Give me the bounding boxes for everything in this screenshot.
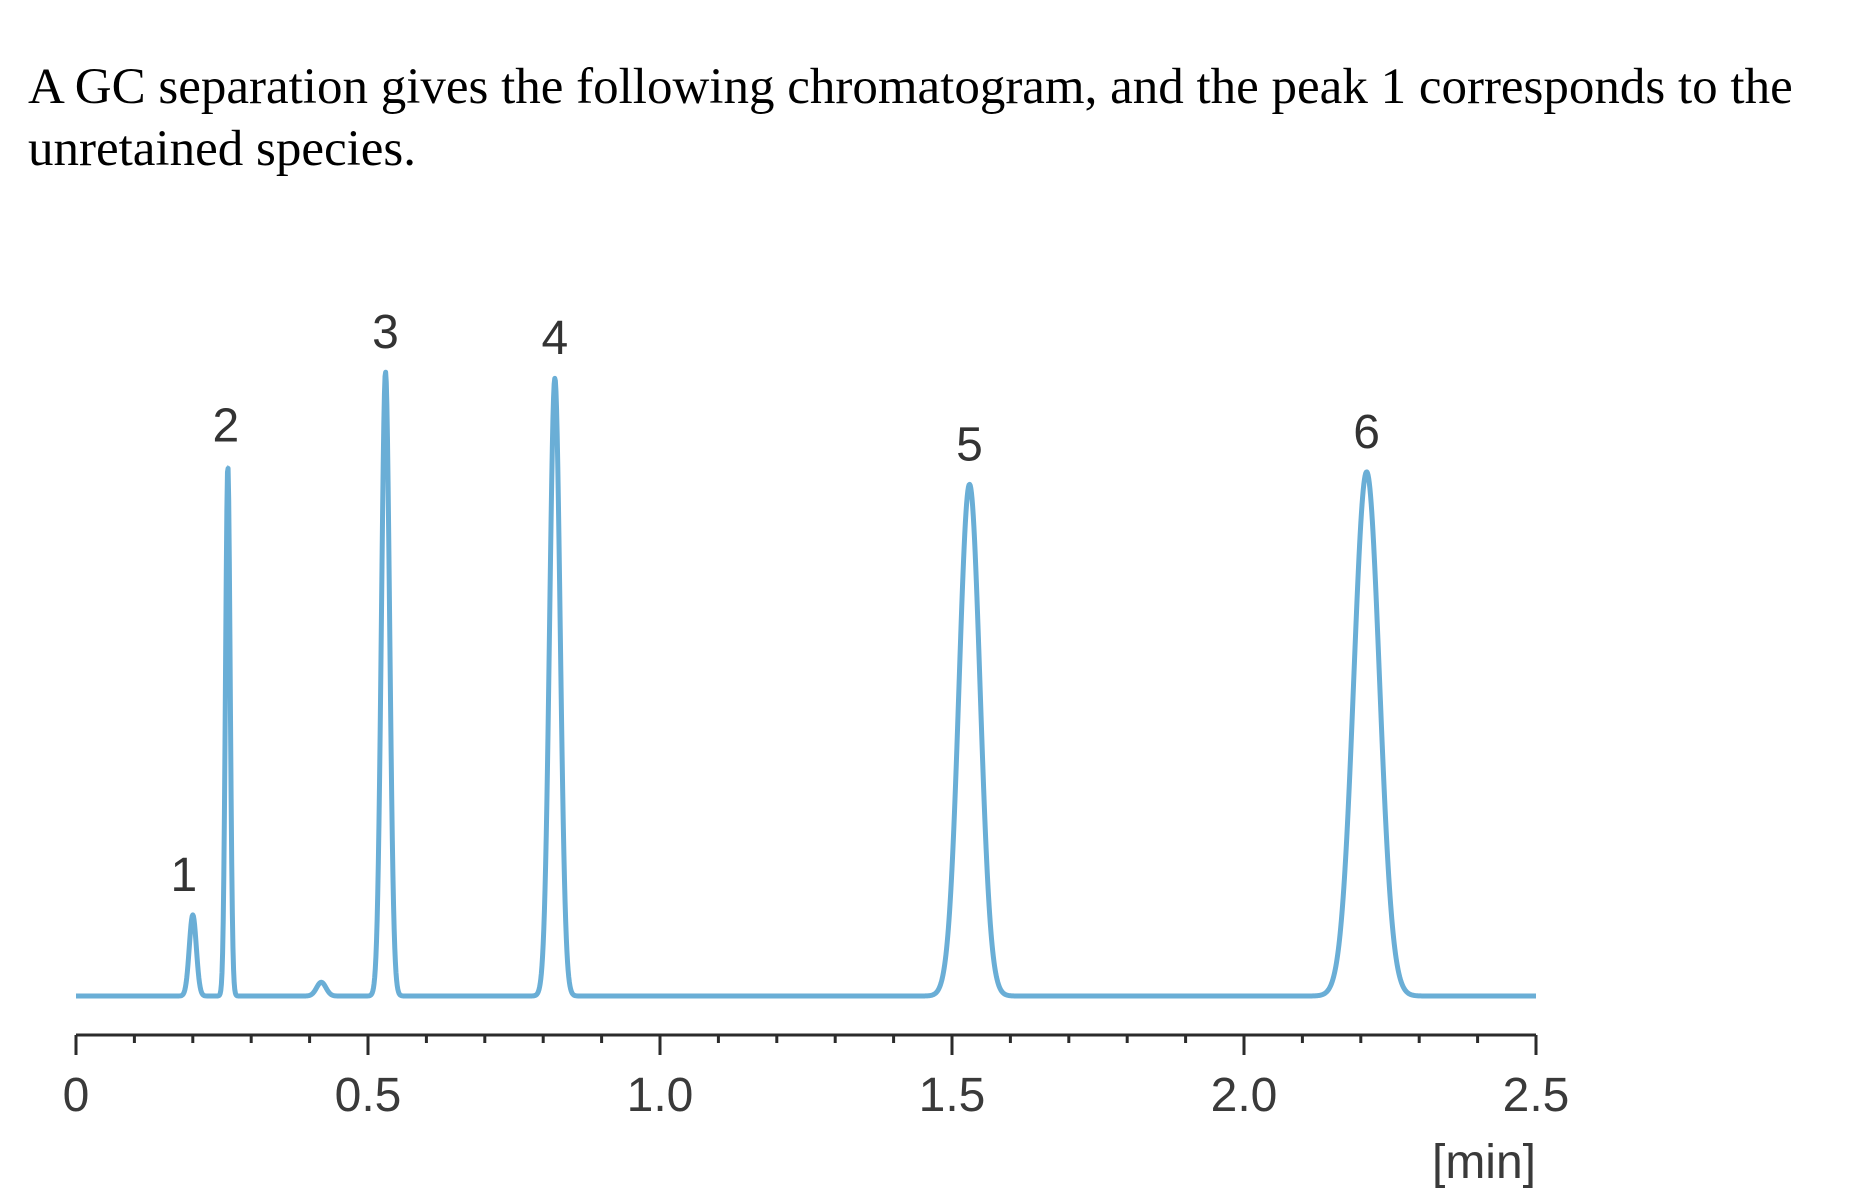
- peak-apex: [385, 371, 387, 373]
- chromatogram-trace: [74, 369, 1538, 999]
- x-tick-label: 0: [63, 1069, 90, 1122]
- x-tick-label: 1.5: [919, 1069, 986, 1122]
- peak-apex: [554, 377, 556, 379]
- peak-label-4: 4: [542, 312, 569, 365]
- x-axis: 0 0.5 1.0 1.5 2.0 2.5 [min]: [63, 1033, 1570, 1189]
- peak-label-2: 2: [212, 400, 239, 453]
- x-tick-label: 2.5: [1503, 1069, 1570, 1122]
- x-axis-unit-label: [min]: [1432, 1136, 1536, 1189]
- peak-apex: [1366, 471, 1368, 473]
- question-line-2: unretained species.: [28, 121, 417, 177]
- peak-apex: [969, 483, 971, 485]
- peak-label-5: 5: [956, 418, 983, 471]
- peak-label-1: 1: [170, 849, 197, 902]
- chromatogram-trace-group: [74, 369, 1538, 999]
- peak-label-3: 3: [372, 306, 399, 359]
- x-tick-label: 0.5: [335, 1069, 402, 1122]
- peak-apex: [192, 914, 194, 916]
- x-tick-label: 2.0: [1211, 1069, 1278, 1122]
- question-line-1: A GC separation gives the following chro…: [28, 59, 1793, 115]
- peak-apex: [227, 465, 229, 467]
- peak-labels: 1 2 3 4 5 6: [170, 306, 1380, 902]
- peak-apex: [320, 981, 322, 983]
- x-tick-label: 1.0: [627, 1069, 694, 1122]
- question-text: A GC separation gives the following chro…: [28, 56, 1874, 180]
- peak-label-6: 6: [1353, 406, 1380, 459]
